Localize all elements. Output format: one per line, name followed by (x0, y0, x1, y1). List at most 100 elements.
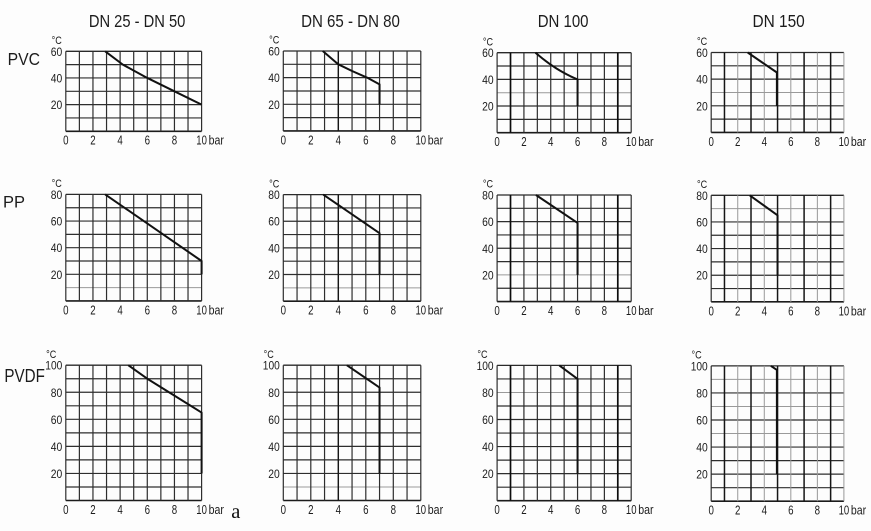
svg-text:60: 60 (51, 215, 63, 229)
svg-text:2: 2 (90, 502, 95, 517)
svg-text:bar: bar (209, 502, 225, 517)
svg-text:0: 0 (709, 503, 714, 518)
svg-text:6: 6 (363, 502, 368, 517)
svg-text:2: 2 (735, 303, 740, 318)
svg-text:0: 0 (281, 502, 286, 517)
svg-text:bar: bar (209, 302, 225, 317)
svg-text:8: 8 (815, 134, 820, 149)
svg-text:2: 2 (521, 134, 526, 149)
svg-text:20: 20 (696, 269, 708, 283)
svg-text:0: 0 (494, 303, 499, 318)
svg-text:10: 10 (839, 503, 850, 518)
svg-text:80: 80 (51, 386, 63, 400)
svg-text:°C: °C (477, 349, 487, 361)
svg-text:20: 20 (51, 98, 63, 112)
svg-text:100: 100 (45, 359, 62, 373)
svg-text:40: 40 (268, 241, 280, 255)
svg-text:2: 2 (308, 132, 313, 147)
svg-text:8: 8 (815, 503, 820, 518)
svg-text:bar: bar (851, 503, 867, 518)
svg-text:0: 0 (63, 302, 68, 317)
svg-text:8: 8 (602, 134, 607, 149)
svg-text:100: 100 (691, 359, 708, 373)
svg-text:20: 20 (696, 468, 708, 482)
svg-text:4: 4 (548, 134, 553, 149)
svg-text:40: 40 (482, 440, 494, 454)
svg-text:PVC: PVC (8, 49, 40, 69)
svg-text:PVDF: PVDF (4, 366, 45, 386)
svg-text:40: 40 (51, 241, 63, 255)
svg-text:60: 60 (51, 413, 63, 427)
svg-text:4: 4 (762, 303, 767, 318)
svg-text:10: 10 (626, 134, 637, 149)
svg-text:10: 10 (626, 303, 637, 318)
svg-text:10: 10 (416, 132, 427, 147)
svg-text:80: 80 (696, 189, 708, 203)
svg-text:2: 2 (521, 502, 526, 517)
svg-text:60: 60 (268, 45, 280, 59)
svg-text:bar: bar (209, 133, 225, 148)
svg-text:8: 8 (172, 502, 177, 517)
svg-text:2: 2 (735, 134, 740, 149)
svg-text:DN 100: DN 100 (538, 11, 589, 31)
svg-text:80: 80 (51, 188, 63, 202)
svg-text:80: 80 (268, 188, 280, 202)
svg-text:10: 10 (416, 303, 427, 318)
svg-text:°C: °C (269, 35, 279, 47)
svg-text:4: 4 (548, 303, 553, 318)
svg-text:°C: °C (697, 179, 707, 191)
svg-text:a: a (231, 501, 240, 523)
svg-text:40: 40 (696, 73, 708, 87)
svg-text:DN 150: DN 150 (752, 11, 804, 31)
svg-text:4: 4 (336, 132, 341, 147)
svg-text:bar: bar (851, 303, 867, 318)
svg-text:60: 60 (482, 413, 494, 427)
svg-text:4: 4 (762, 503, 767, 518)
svg-text:10: 10 (196, 502, 207, 517)
svg-text:80: 80 (696, 386, 708, 400)
svg-text:2: 2 (90, 133, 95, 148)
svg-text:bar: bar (428, 303, 444, 318)
svg-text:20: 20 (51, 467, 63, 481)
svg-text:10: 10 (626, 502, 637, 517)
svg-text:2: 2 (735, 503, 740, 518)
svg-text:20: 20 (482, 100, 494, 114)
svg-text:°C: °C (269, 178, 279, 190)
svg-text:4: 4 (548, 502, 553, 517)
svg-text:20: 20 (696, 99, 708, 113)
svg-text:6: 6 (363, 132, 368, 147)
svg-text:8: 8 (172, 302, 177, 317)
svg-text:8: 8 (391, 502, 396, 517)
svg-text:bar: bar (428, 132, 444, 147)
svg-text:60: 60 (268, 413, 280, 427)
svg-text:40: 40 (482, 73, 494, 87)
svg-text:60: 60 (51, 45, 63, 59)
svg-text:40: 40 (696, 441, 708, 455)
svg-text:10: 10 (839, 134, 850, 149)
svg-text:4: 4 (336, 502, 341, 517)
svg-text:4: 4 (762, 134, 767, 149)
svg-text:6: 6 (145, 133, 150, 148)
svg-text:60: 60 (482, 215, 494, 229)
svg-text:0: 0 (494, 502, 499, 517)
svg-text:°C: °C (697, 36, 707, 48)
svg-text:bar: bar (638, 303, 654, 318)
svg-text:60: 60 (482, 46, 494, 60)
svg-text:4: 4 (117, 502, 122, 517)
svg-text:80: 80 (482, 189, 494, 203)
svg-text:6: 6 (145, 502, 150, 517)
svg-text:20: 20 (51, 268, 63, 282)
svg-text:8: 8 (602, 502, 607, 517)
svg-text:6: 6 (788, 503, 793, 518)
svg-text:°C: °C (52, 178, 62, 190)
svg-text:80: 80 (482, 386, 494, 400)
svg-text:0: 0 (494, 134, 499, 149)
svg-text:6: 6 (575, 303, 580, 318)
svg-text:2: 2 (521, 303, 526, 318)
svg-text:40: 40 (482, 242, 494, 256)
svg-text:2: 2 (308, 502, 313, 517)
svg-text:40: 40 (268, 440, 280, 454)
svg-text:°C: °C (483, 36, 493, 48)
svg-text:10: 10 (196, 133, 207, 148)
svg-text:4: 4 (336, 303, 341, 318)
